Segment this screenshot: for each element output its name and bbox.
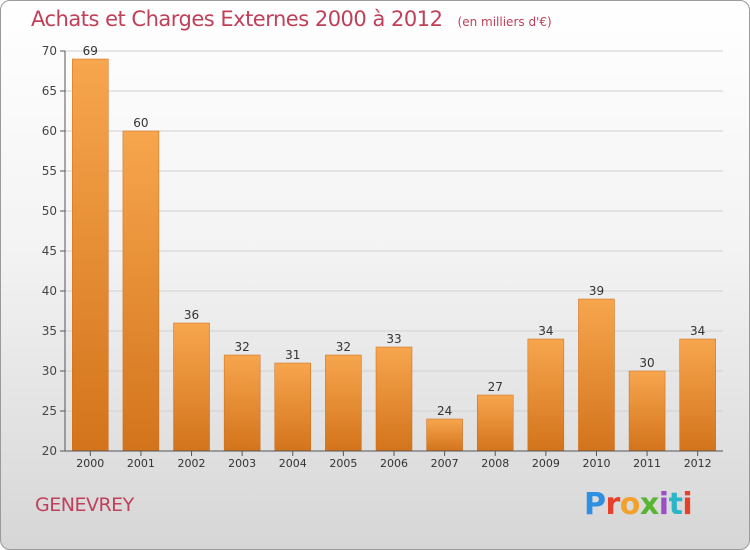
logo-letter: t bbox=[668, 487, 683, 522]
x-tick-label: 2012 bbox=[684, 457, 712, 470]
bar bbox=[426, 418, 463, 452]
y-tick-label: 30 bbox=[42, 364, 57, 378]
chart-title: Achats et Charges Externes 2000 à 2012 bbox=[31, 7, 443, 31]
proxiti-logo: Proxiti bbox=[584, 487, 693, 522]
logo-letter: i bbox=[658, 487, 669, 522]
bar-value-label: 34 bbox=[690, 324, 705, 338]
y-tick-label: 50 bbox=[42, 204, 57, 218]
bar bbox=[679, 338, 716, 452]
bar-value-label: 27 bbox=[488, 380, 503, 394]
bar bbox=[274, 362, 312, 452]
labels-group: 20 25 30 35 40 45 50 55 60 65 70 69 2000 60 2001 36 2002… bbox=[42, 44, 712, 470]
bar-value-label: 33 bbox=[386, 332, 401, 346]
bar bbox=[375, 346, 413, 452]
bar bbox=[325, 354, 362, 452]
bar bbox=[72, 58, 109, 452]
bar bbox=[476, 394, 514, 452]
logo-letter: x bbox=[639, 487, 659, 522]
y-tick-label: 60 bbox=[42, 124, 57, 138]
x-tick-label: 2005 bbox=[329, 457, 357, 470]
y-tick-label: 25 bbox=[42, 404, 57, 418]
y-tick-label: 65 bbox=[42, 84, 57, 98]
bar bbox=[173, 322, 210, 452]
x-tick-label: 2003 bbox=[228, 457, 256, 470]
y-tick-label: 35 bbox=[42, 324, 57, 338]
bars-group bbox=[72, 58, 716, 452]
bar-value-label: 31 bbox=[285, 348, 300, 362]
y-tick-label: 40 bbox=[42, 284, 57, 298]
bar bbox=[223, 354, 261, 452]
chart-unit-label: (en milliers d'€) bbox=[457, 15, 552, 29]
logo-letter: P bbox=[584, 487, 606, 522]
axes bbox=[60, 50, 723, 456]
town-name: GENEVREY bbox=[35, 494, 134, 516]
logo-letter: r bbox=[605, 487, 621, 522]
bar-value-label: 39 bbox=[589, 284, 604, 298]
bar bbox=[628, 370, 666, 452]
logo-letter: i bbox=[682, 487, 693, 522]
bar bbox=[578, 298, 615, 452]
x-tick-label: 2010 bbox=[582, 457, 610, 470]
chart-title-block: Achats et Charges Externes 2000 à 2012 (… bbox=[31, 7, 552, 31]
y-tick-label: 45 bbox=[42, 244, 57, 258]
y-tick-label: 70 bbox=[42, 44, 57, 58]
bar-value-label: 60 bbox=[133, 116, 148, 130]
logo-letter: o bbox=[619, 487, 641, 522]
bar bbox=[527, 338, 565, 452]
x-tick-label: 2011 bbox=[633, 457, 661, 470]
bar bbox=[122, 130, 160, 452]
bar-value-label: 34 bbox=[538, 324, 553, 338]
y-tick-label: 55 bbox=[42, 164, 57, 178]
bar-value-label: 24 bbox=[437, 404, 452, 418]
bar-value-label: 32 bbox=[336, 340, 351, 354]
x-tick-label: 2009 bbox=[532, 457, 560, 470]
x-tick-label: 2002 bbox=[178, 457, 206, 470]
x-tick-label: 2008 bbox=[481, 457, 509, 470]
bar-value-label: 36 bbox=[184, 308, 199, 322]
x-tick-label: 2007 bbox=[431, 457, 459, 470]
x-tick-label: 2000 bbox=[76, 457, 104, 470]
bar-value-label: 32 bbox=[235, 340, 250, 354]
y-tick-label: 20 bbox=[42, 444, 57, 458]
bar-value-label: 69 bbox=[83, 44, 98, 58]
x-tick-label: 2006 bbox=[380, 457, 408, 470]
bar-value-label: 30 bbox=[639, 356, 654, 370]
x-tick-label: 2004 bbox=[279, 457, 307, 470]
x-tick-label: 2001 bbox=[127, 457, 155, 470]
